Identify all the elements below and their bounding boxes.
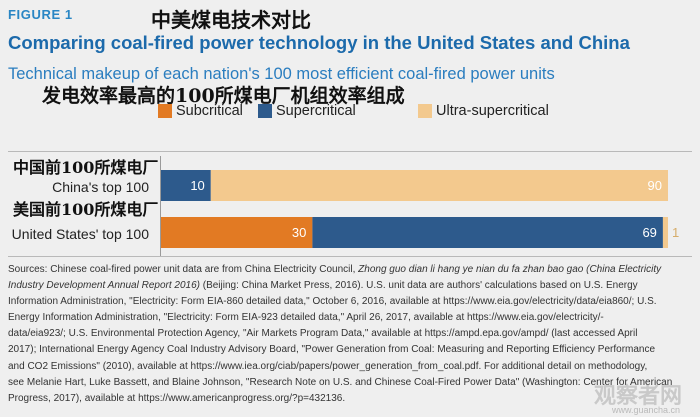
legend-swatch-subcritical — [158, 104, 172, 118]
sources-text: Energy Information Administration, "Elec… — [8, 312, 604, 324]
legend-label-supercritical: Supercritical — [276, 103, 356, 119]
sources-text: 2017); International Energy Agency Coal … — [8, 344, 656, 356]
legend-label-subcritical: Subcritical — [176, 103, 243, 119]
figure-label: FIGURE 1 — [8, 7, 73, 22]
sources-text: (Beijing: China Market Press, 2016). U.S… — [199, 280, 638, 292]
chinese-subtitle-overlay: 发电效率最高的100所煤电厂机组效率组成 — [42, 85, 405, 107]
watermark-logo-text: 观察者网 — [594, 384, 683, 409]
data-label-china-s-top-100-supercritical: 10 — [190, 178, 204, 193]
chart-subtitle: Technical makeup of each nation's 100 mo… — [8, 65, 555, 83]
sources-line-2: Industry Development Annual Report 2016)… — [8, 278, 672, 294]
bar-china-s-top-100-ultra-supercritical — [210, 170, 669, 201]
legend-swatch-supercritical — [258, 104, 272, 118]
bar-china-s-top-100-supercritical — [160, 170, 211, 201]
sources-text: see Melanie Hart, Luke Bassett, and Blai… — [8, 376, 673, 388]
sources-text: and CO2 Emissions" (2010), available at … — [8, 360, 648, 372]
sources-line-1: Sources: Chinese coal-fired power unit d… — [8, 262, 672, 278]
bar-united-states-top-100-ultra-supercritical — [662, 217, 668, 248]
sources-italic-title: Industry Development Annual Report 2016) — [8, 280, 200, 292]
chart-top-rule — [8, 151, 692, 152]
row-label-china: China's top 100 — [52, 179, 149, 195]
sources-line-6: 2017); International Energy Agency Coal … — [8, 342, 672, 358]
sources-text: data/eia923/; U.S. Environmental Protect… — [8, 328, 638, 340]
data-label-china-s-top-100-ultra-supercritical: 90 — [648, 178, 662, 193]
row-label-cn-us: 美国前100所煤电厂 — [13, 200, 159, 219]
sources-line-9: Progress, 2017), available at https://ww… — [8, 391, 672, 407]
sources-line-5: data/eia923/; U.S. Environmental Protect… — [8, 326, 672, 342]
chart-title: Comparing coal-fired power technology in… — [8, 32, 630, 53]
sources-line-4: Energy Information Administration, "Elec… — [8, 310, 672, 326]
bar-united-states-top-100-supercritical — [312, 217, 663, 248]
sources-line-8: see Melanie Hart, Luke Bassett, and Blai… — [8, 375, 672, 391]
row-label-us: United States' top 100 — [11, 226, 149, 242]
chart-bottom-rule — [8, 256, 692, 257]
sources-text: Sources: Chinese coal-fired power unit d… — [8, 264, 359, 275]
watermark-url: www.guancha.cn — [612, 405, 681, 415]
sources-line-7: and CO2 Emissions" (2010), available at … — [8, 359, 672, 375]
sources-text: Progress, 2017), available at https://ww… — [8, 392, 346, 404]
sources-note: Sources: Chinese coal-fired power unit d… — [8, 262, 672, 407]
data-label-united-states-top-100-supercritical: 69 — [642, 225, 656, 240]
sources-text: Information Administration, "Electricity… — [8, 296, 657, 308]
bar-united-states-top-100-subcritical — [160, 217, 313, 248]
data-label-united-states-top-100-subcritical: 30 — [292, 225, 306, 240]
sources-line-3: Information Administration, "Electricity… — [8, 294, 672, 310]
legend-swatch-ultra-supercritical — [418, 104, 432, 118]
legend-label-ultra-supercritical: Ultra-supercritical — [436, 103, 549, 119]
chart-plot: 10 90 30 69 1 — [160, 156, 679, 256]
row-label-cn-china: 中国前100所煤电厂 — [13, 158, 159, 177]
data-label-united-states-top-100-ultra-supercritical: 1 — [672, 225, 679, 240]
chinese-title-overlay: 中美煤电技术对比 — [151, 8, 311, 32]
sources-italic-title: Zhong guo dian li hang ye nian du fa zha… — [358, 264, 662, 275]
